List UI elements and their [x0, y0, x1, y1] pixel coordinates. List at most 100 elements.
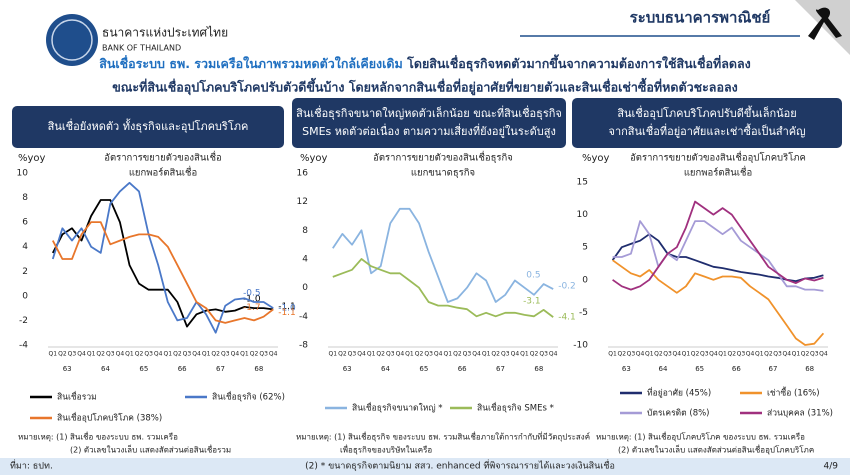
- y-axis-label: %yoy: [582, 153, 610, 164]
- legend-label: บัตรเครดิต (8%): [647, 409, 710, 419]
- chart-title: อัตราการขยายตัวของสินเชื่ออุปโภคบริโภค: [630, 151, 806, 164]
- note: เพื่อธุรกิจของบริษัทในเครือ: [340, 444, 432, 455]
- x-tick-label: Q1: [329, 351, 338, 358]
- series-line: [51, 181, 274, 334]
- y-tick-label: -4: [299, 312, 308, 322]
- y-tick-label: -5: [579, 308, 588, 318]
- chart-subtitle: แยกพอร์ตสินเชื่อ: [129, 166, 197, 179]
- panel-header: [292, 98, 566, 148]
- x-tick-label: Q3: [463, 351, 472, 358]
- y-tick-label: -4: [19, 341, 28, 351]
- chart-title: อัตราการขยายตัวของสินเชื่อ: [104, 151, 222, 164]
- x-tick-label: Q2: [491, 351, 500, 358]
- y-tick-label: -10: [573, 341, 588, 351]
- data-label: 0.5: [526, 271, 540, 281]
- x-tick-label: Q3: [183, 351, 192, 358]
- x-tick-label: Q2: [691, 351, 700, 358]
- y-tick-label: 10: [577, 210, 589, 220]
- series-line: [52, 199, 274, 328]
- x-tick-label: Q1: [87, 351, 96, 358]
- x-tick-label: Q4: [231, 351, 240, 358]
- y-tick-label: 0: [582, 275, 588, 285]
- x-tick-label: Q2: [727, 351, 736, 358]
- year-label: 67: [769, 365, 778, 373]
- data-label: -1.0: [243, 295, 261, 305]
- x-tick-label: Q1: [755, 351, 764, 358]
- year-label: 64: [101, 365, 110, 373]
- panel-text: สินเชื่อธุรกิจขนาดใหญ่หดตัวเล็กน้อย ขณะท…: [296, 105, 562, 120]
- y-axis-label: %yoy: [18, 153, 46, 164]
- x-tick-label: Q3: [221, 351, 230, 358]
- y-tick-label: 5: [582, 243, 588, 253]
- legend-label: เช่าซื้อ (16%): [767, 387, 820, 399]
- x-tick-label: Q3: [663, 351, 672, 358]
- note: หมายเหตุ: (1) สินเชื่ออุปโภคบริโภค ของระ…: [596, 431, 805, 442]
- x-tick-label: Q3: [810, 351, 819, 358]
- data-label: -4.1: [558, 313, 576, 323]
- headline-2: ขณะที่สินเชื่ออุปโภคบริโภคปรับตัวดีขึ้นบ…: [112, 78, 738, 96]
- data-label: -1.7: [243, 303, 261, 313]
- legend-label: สินเชื่อธุรกิจ SMEs *: [477, 402, 554, 414]
- x-tick-label: Q4: [192, 351, 201, 358]
- bank-name-th: ธนาคารแห่งประเทศไทย: [102, 26, 228, 40]
- series-line: [332, 258, 554, 318]
- year-label: 67: [216, 365, 225, 373]
- ribbon: [808, 7, 842, 40]
- x-tick-label: Q2: [654, 351, 663, 358]
- x-tick-label: Q1: [367, 351, 376, 358]
- year-label: 66: [732, 365, 741, 373]
- x-tick-label: Q4: [77, 351, 86, 358]
- headline-rest: โดยสินเชื่อธุรกิจหดตัวมากขึ้นจากความต้อง…: [403, 54, 751, 72]
- panel-text: SMEs หดตัวต่อเนื่อง ตามความเสี่ยงที่ยังอ…: [302, 123, 556, 138]
- logo: [46, 14, 98, 66]
- x-tick-label: Q2: [764, 351, 773, 358]
- year-label: 68: [254, 365, 263, 373]
- panel-header: [12, 106, 284, 148]
- x-tick-label: Q4: [636, 351, 645, 358]
- x-tick-label: Q3: [700, 351, 709, 358]
- data-label: -0.2: [558, 282, 576, 292]
- x-tick-label: Q2: [96, 351, 105, 358]
- x-tick-label: Q2: [617, 351, 626, 358]
- x-tick-label: Q1: [125, 351, 134, 358]
- headline-lead: สินเชื่อระบบ ธพ. รวมเครือในภาพรวมหดตัวใก…: [99, 55, 403, 71]
- year-label: 68: [805, 365, 814, 373]
- x-tick-label: Q1: [608, 351, 617, 358]
- y-tick-label: -8: [299, 341, 308, 351]
- y-tick-label: 10: [17, 169, 29, 179]
- x-tick-label: Q1: [240, 351, 249, 358]
- y-tick-label: 15: [577, 178, 588, 188]
- x-tick-label: Q1: [444, 351, 453, 358]
- x-tick-label: Q3: [348, 351, 357, 358]
- year-label: 65: [419, 365, 428, 373]
- x-tick-label: Q2: [211, 351, 220, 358]
- x-tick-label: Q1: [718, 351, 727, 358]
- x-tick-label: Q4: [116, 351, 125, 358]
- x-tick-label: Q1: [482, 351, 491, 358]
- x-tick-label: Q1: [520, 351, 529, 358]
- x-tick-label: Q2: [530, 351, 539, 358]
- year-label: 64: [381, 365, 390, 373]
- y-axis-label: %yoy: [300, 153, 328, 164]
- x-tick-label: Q3: [68, 351, 77, 358]
- x-tick-label: Q3: [627, 351, 636, 358]
- x-tick-label: Q1: [405, 351, 414, 358]
- panel-header: [572, 98, 842, 148]
- ribbon-corner: [795, 0, 850, 55]
- year-label: 67: [496, 365, 505, 373]
- x-tick-label: Q2: [58, 351, 67, 358]
- y-tick-label: 4: [302, 255, 308, 265]
- x-tick-label: Q1: [49, 351, 58, 358]
- x-tick-label: Q2: [250, 351, 259, 358]
- data-label: -0.5: [243, 289, 261, 299]
- logo-ring: [51, 19, 93, 61]
- x-tick-label: Q3: [386, 351, 395, 358]
- legend-label: สินเชื่อธุรกิจขนาดใหญ่ *: [352, 402, 443, 414]
- x-tick-label: Q4: [154, 351, 163, 358]
- note: (2) ตัวเลขในวงเล็บ แสดงสัดส่วนต่อสินเชื่…: [618, 444, 814, 455]
- legend-label: ส่วนบุคคล (31%): [767, 409, 833, 419]
- x-tick-label: Q4: [269, 351, 278, 358]
- legend-label: สินเชื่ออุปโภคบริโภค (38%): [57, 412, 162, 424]
